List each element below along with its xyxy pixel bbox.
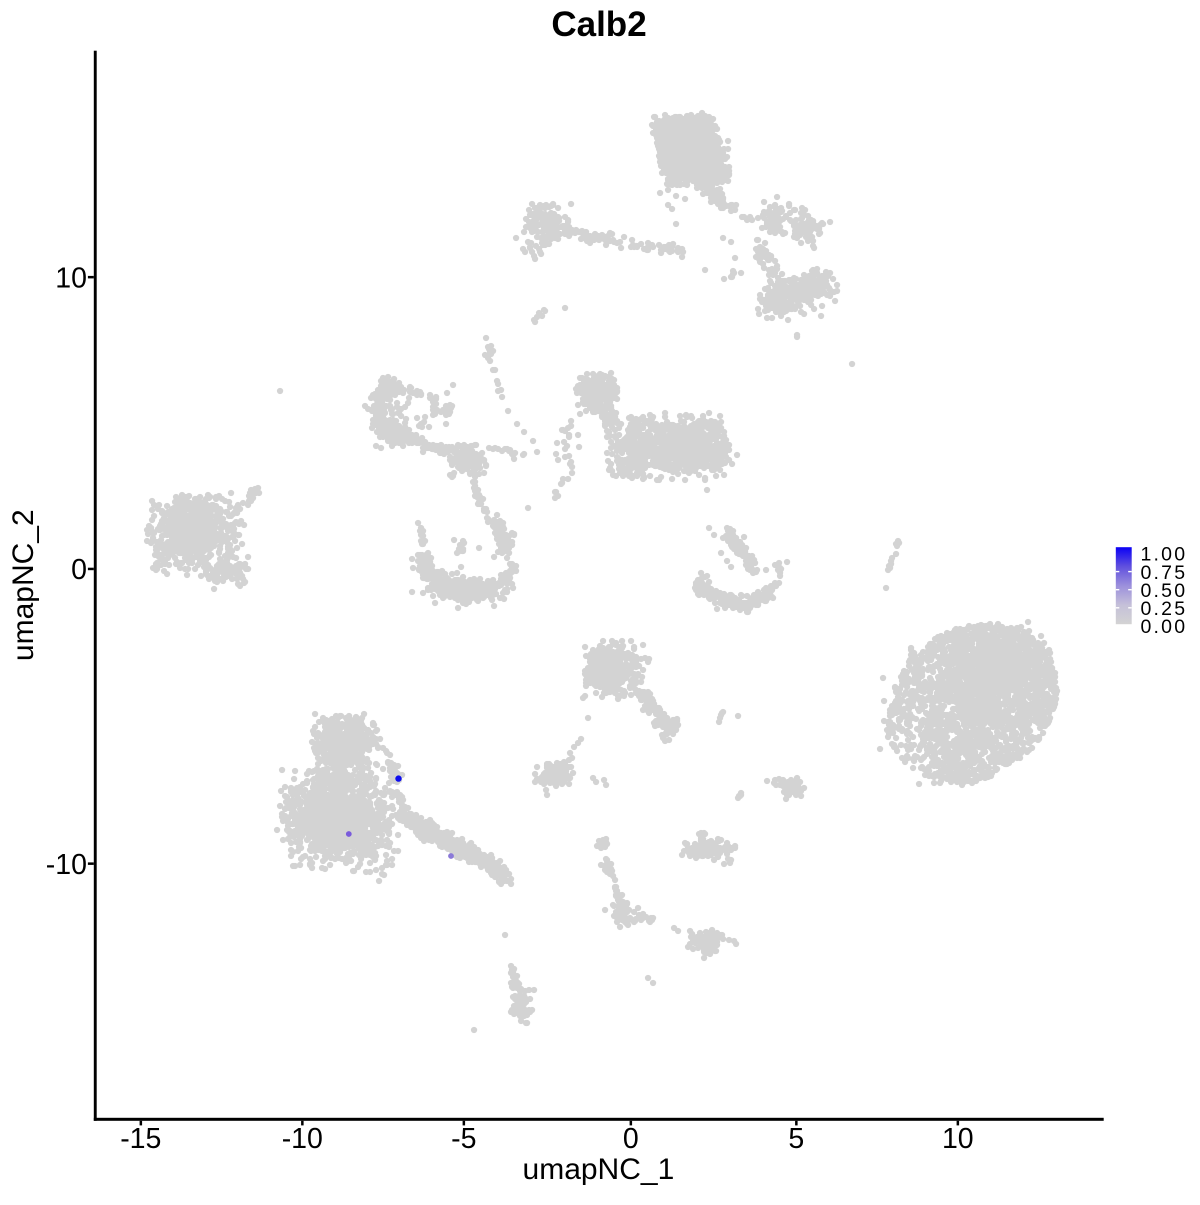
svg-text:10: 10	[942, 1123, 974, 1155]
svg-text:umapNC_2: umapNC_2	[7, 509, 40, 661]
svg-text:umapNC_1: umapNC_1	[523, 1153, 675, 1186]
svg-text:10: 10	[55, 262, 87, 294]
svg-text:Calb2: Calb2	[551, 5, 646, 44]
svg-text:0.50: 0.50	[1141, 580, 1188, 602]
svg-text:1.00: 1.00	[1141, 544, 1188, 566]
svg-text:0.00: 0.00	[1141, 616, 1188, 638]
svg-text:-5: -5	[451, 1123, 476, 1155]
svg-text:5: 5	[788, 1123, 804, 1155]
svg-text:0: 0	[71, 554, 87, 586]
svg-text:-10: -10	[46, 849, 87, 881]
svg-text:-15: -15	[120, 1123, 161, 1155]
svg-text:0.25: 0.25	[1141, 598, 1188, 620]
svg-text:-10: -10	[282, 1123, 323, 1155]
svg-text:0: 0	[623, 1123, 639, 1155]
svg-text:0.75: 0.75	[1141, 562, 1188, 584]
